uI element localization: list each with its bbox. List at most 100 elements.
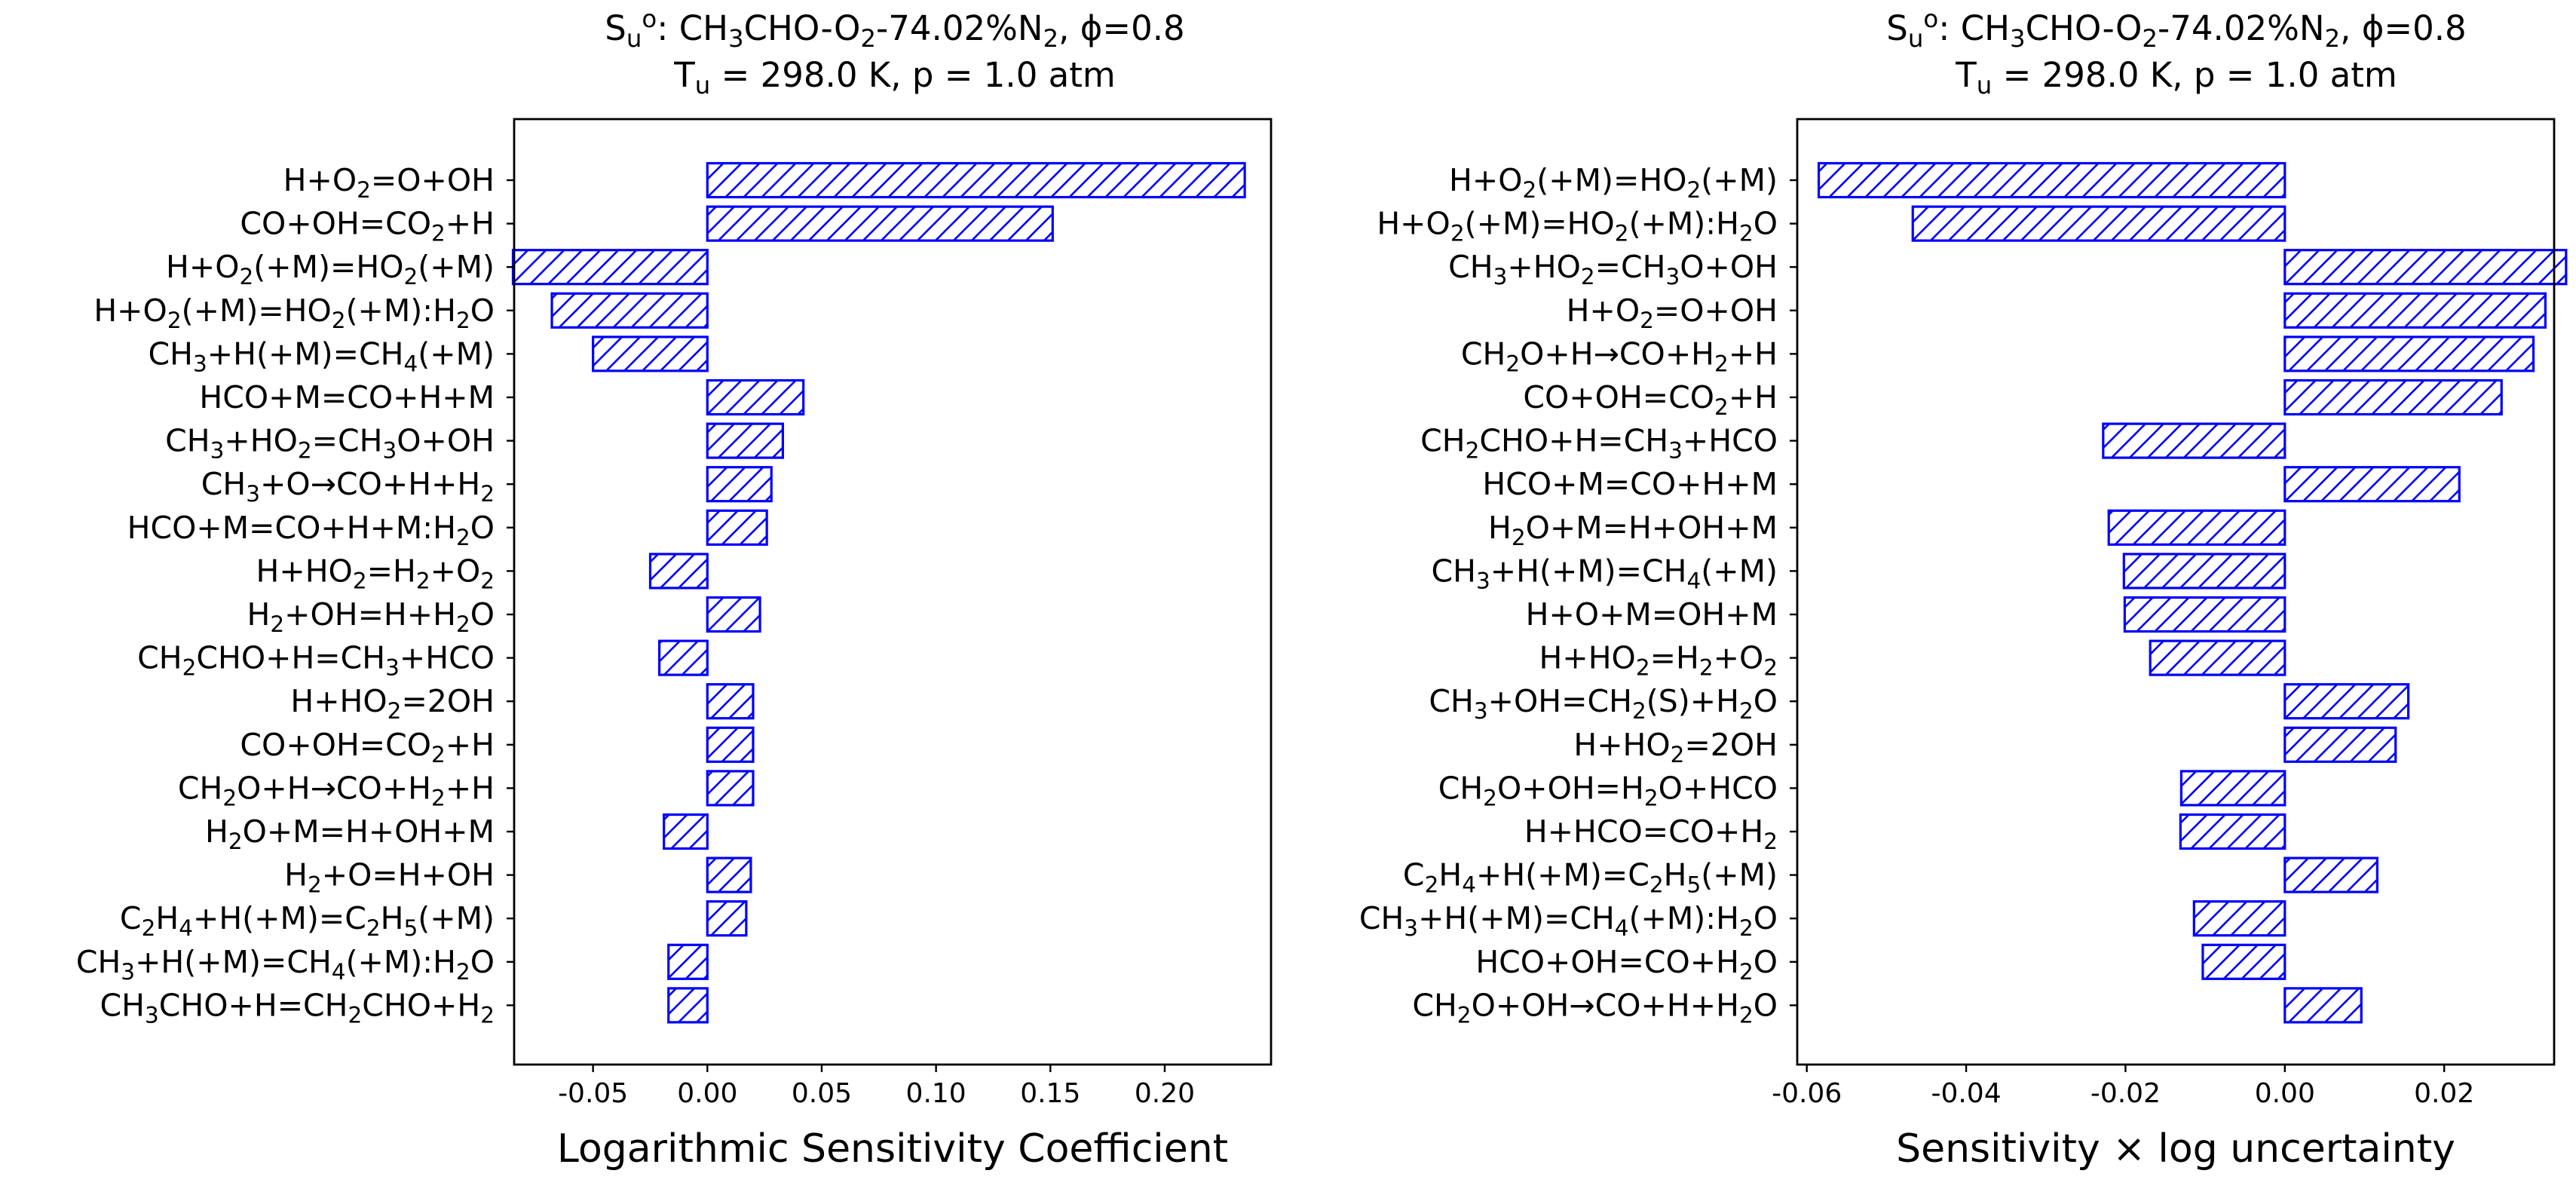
bar bbox=[550, 292, 709, 329]
y-tick-label: H2​+O=H+OH bbox=[284, 857, 495, 898]
bar bbox=[1911, 205, 2287, 242]
y-tick-label: HCO+M=CO+H+M bbox=[199, 379, 495, 415]
chart-title-line2: Tu​ = 298.0 K, p = 1.0 atm bbox=[673, 55, 1115, 100]
y-tick-label: CH3​+H(+M)=CH4​(+M):H2​O bbox=[1359, 900, 1778, 941]
chart-title-line1: Su​o​: CH3​CHO-O2​-74.02%N2​, ϕ=0.8 bbox=[605, 5, 1184, 53]
bar bbox=[706, 205, 1054, 242]
x-axis: -0.05 0.00 0.05 0.10 0.15 0.20 bbox=[558, 1065, 1195, 1109]
x-tick-label: 0.15 bbox=[1020, 1078, 1080, 1109]
x-tick-label: 0.00 bbox=[677, 1078, 737, 1109]
bar bbox=[667, 987, 709, 1024]
x-tick-label: -0.02 bbox=[2091, 1078, 2161, 1109]
y-tick-label: H+O2​(+M)=HO2​(+M) bbox=[166, 249, 495, 290]
y-tick-label: CO+OH=CO2​+H bbox=[240, 727, 495, 768]
bar bbox=[2283, 249, 2568, 286]
chart-title-line1: Su​o​: CH3​CHO-O2​-74.02%N2​, ϕ=0.8 bbox=[1886, 5, 2466, 53]
x-tick-label: -0.06 bbox=[1772, 1078, 1842, 1109]
y-tick-label: H+HO2​=H2​+O2​ bbox=[256, 553, 495, 593]
bar bbox=[706, 856, 752, 893]
y-tick-label: H+HCO=CO+H2​ bbox=[1524, 813, 1778, 854]
y-tick-label: H+O2​(+M)=HO2​(+M):H2​O bbox=[93, 293, 495, 333]
y-tick-label: H+O2​=O+OH bbox=[283, 162, 495, 203]
bar bbox=[706, 466, 773, 503]
y-tick-label: HCO+M=CO+H+M bbox=[1482, 466, 1778, 502]
bar bbox=[2283, 987, 2363, 1024]
x-axis-label: Logarithmic Sensitivity Coefficient bbox=[557, 1126, 1228, 1172]
y-tick-label: H+O2​(+M)=HO2​(+M):H2​O bbox=[1377, 206, 1778, 247]
x-axis-label: Sensitivity × log uncertainty bbox=[1896, 1126, 2455, 1172]
bar bbox=[2123, 596, 2287, 633]
bar bbox=[706, 683, 755, 720]
bar bbox=[658, 639, 709, 676]
bar bbox=[2283, 683, 2410, 720]
x-axis: -0.06 -0.04 -0.02 0.00 0.02 bbox=[1772, 1065, 2474, 1109]
y-tick-label: CH3​+H(+M)=CH4​(+M):H2​O bbox=[76, 944, 495, 985]
bar bbox=[2283, 292, 2547, 329]
bar bbox=[2149, 639, 2287, 676]
bar bbox=[667, 943, 709, 980]
y-tick-label: CH2​O+H→CO+H2​+H bbox=[1461, 336, 1778, 376]
y-tick-label: CH3​+H(+M)=CH4​(+M) bbox=[1432, 553, 1778, 593]
bar bbox=[706, 378, 805, 416]
y-tick-label: CH3​+O→CO+H+H2​ bbox=[201, 466, 495, 507]
bar bbox=[2122, 553, 2287, 590]
y-tick-label: HCO+M=CO+H+M:H2​O bbox=[127, 510, 495, 550]
x-tick-label: 0.20 bbox=[1135, 1078, 1195, 1109]
y-tick-label: H2​O+M=H+OH+M bbox=[1488, 510, 1778, 550]
y-tick-label: C2​H4​+H(+M)=C2​H5​(+M) bbox=[1403, 857, 1778, 898]
bar bbox=[2283, 336, 2535, 372]
y-tick-label: H+HO2​=2OH bbox=[290, 683, 495, 724]
bar bbox=[2107, 509, 2287, 546]
bar bbox=[648, 553, 709, 590]
x-tick-label: -0.05 bbox=[558, 1078, 628, 1109]
left-panel: Su​o​: CH3​CHO-O2​-74.02%N2​, ϕ=0.8 Tu​ … bbox=[76, 5, 1273, 1172]
y-tick-label: CH2​CHO+H=CH3​+HCO bbox=[1420, 423, 1778, 464]
y-tick-label: H+O2​(+M)=HO2​(+M) bbox=[1449, 162, 1778, 203]
plot-frame bbox=[513, 118, 1273, 1066]
y-tick-label: H+HO2​=2OH bbox=[1573, 727, 1778, 768]
y-tick-label: CO+OH=CO2​+H bbox=[1523, 379, 1778, 420]
x-tick-label: 0.10 bbox=[906, 1078, 966, 1109]
y-tick-labels: H+O2​=O+OHCO+OH=CO2​+HH+O2​(+M)=HO2​(+M)… bbox=[76, 162, 514, 1028]
x-tick-label: 0.05 bbox=[792, 1078, 852, 1109]
y-tick-label: C2​H4​+H(+M)=C2​H5​(+M) bbox=[120, 900, 495, 941]
bar-series bbox=[511, 161, 1246, 1024]
bar-series bbox=[1817, 161, 2568, 1024]
bar bbox=[511, 249, 709, 286]
y-tick-label: H2​+OH=H+H2​O bbox=[247, 596, 495, 637]
bar bbox=[706, 509, 768, 546]
bar bbox=[2283, 466, 2461, 503]
y-tick-label: CH3​+H(+M)=CH4​(+M) bbox=[149, 336, 495, 376]
y-tick-label: CH2​O+H→CO+H2​+H bbox=[178, 770, 495, 810]
y-tick-label: H+O2​=O+OH bbox=[1567, 293, 1778, 333]
bar bbox=[706, 770, 755, 807]
y-tick-label: CH2​O+OH=H2​O+HCO bbox=[1438, 770, 1778, 810]
y-tick-label: CH2​O+OH→CO+H+H2​O bbox=[1412, 987, 1778, 1028]
y-tick-label: H+HO2​=H2​+O2​ bbox=[1539, 640, 1778, 681]
bar bbox=[2192, 900, 2287, 937]
bar bbox=[706, 422, 785, 459]
right-panel: Su​o​: CH3​CHO-O2​-74.02%N2​, ϕ=0.8 Tu​ … bbox=[1359, 5, 2568, 1172]
bar bbox=[1817, 161, 2287, 199]
y-tick-label: CH3​+OH=CH2​(S)+H2​O bbox=[1429, 683, 1778, 724]
bar bbox=[592, 336, 709, 372]
x-tick-label: 0.00 bbox=[2255, 1078, 2315, 1109]
bar bbox=[2102, 422, 2287, 459]
chart-title-line2: Tu​ = 298.0 K, p = 1.0 atm bbox=[1955, 55, 2397, 100]
y-tick-label: HCO+OH=CO+H2​O bbox=[1475, 944, 1778, 985]
bar bbox=[2283, 378, 2503, 416]
bar bbox=[706, 596, 761, 633]
y-tick-label: CH3​+HO2​=CH3​O+OH bbox=[165, 423, 495, 464]
y-tick-label: H2​O+M=H+OH+M bbox=[205, 813, 495, 854]
y-tick-label: CO+OH=CO2​+H bbox=[240, 206, 495, 247]
bar bbox=[706, 900, 748, 937]
bar bbox=[663, 813, 709, 850]
y-tick-labels: H+O2​(+M)=HO2​(+M)H+O2​(+M)=HO2​(+M):H2​… bbox=[1359, 162, 1797, 1028]
bar bbox=[2283, 726, 2397, 763]
bar bbox=[2283, 856, 2378, 893]
y-tick-label: CH2​CHO+H=CH3​+HCO bbox=[137, 640, 495, 681]
x-tick-label: -0.04 bbox=[1931, 1078, 2001, 1109]
y-tick-label: H+O+M=OH+M bbox=[1526, 596, 1778, 633]
x-tick-label: 0.02 bbox=[2414, 1078, 2474, 1109]
